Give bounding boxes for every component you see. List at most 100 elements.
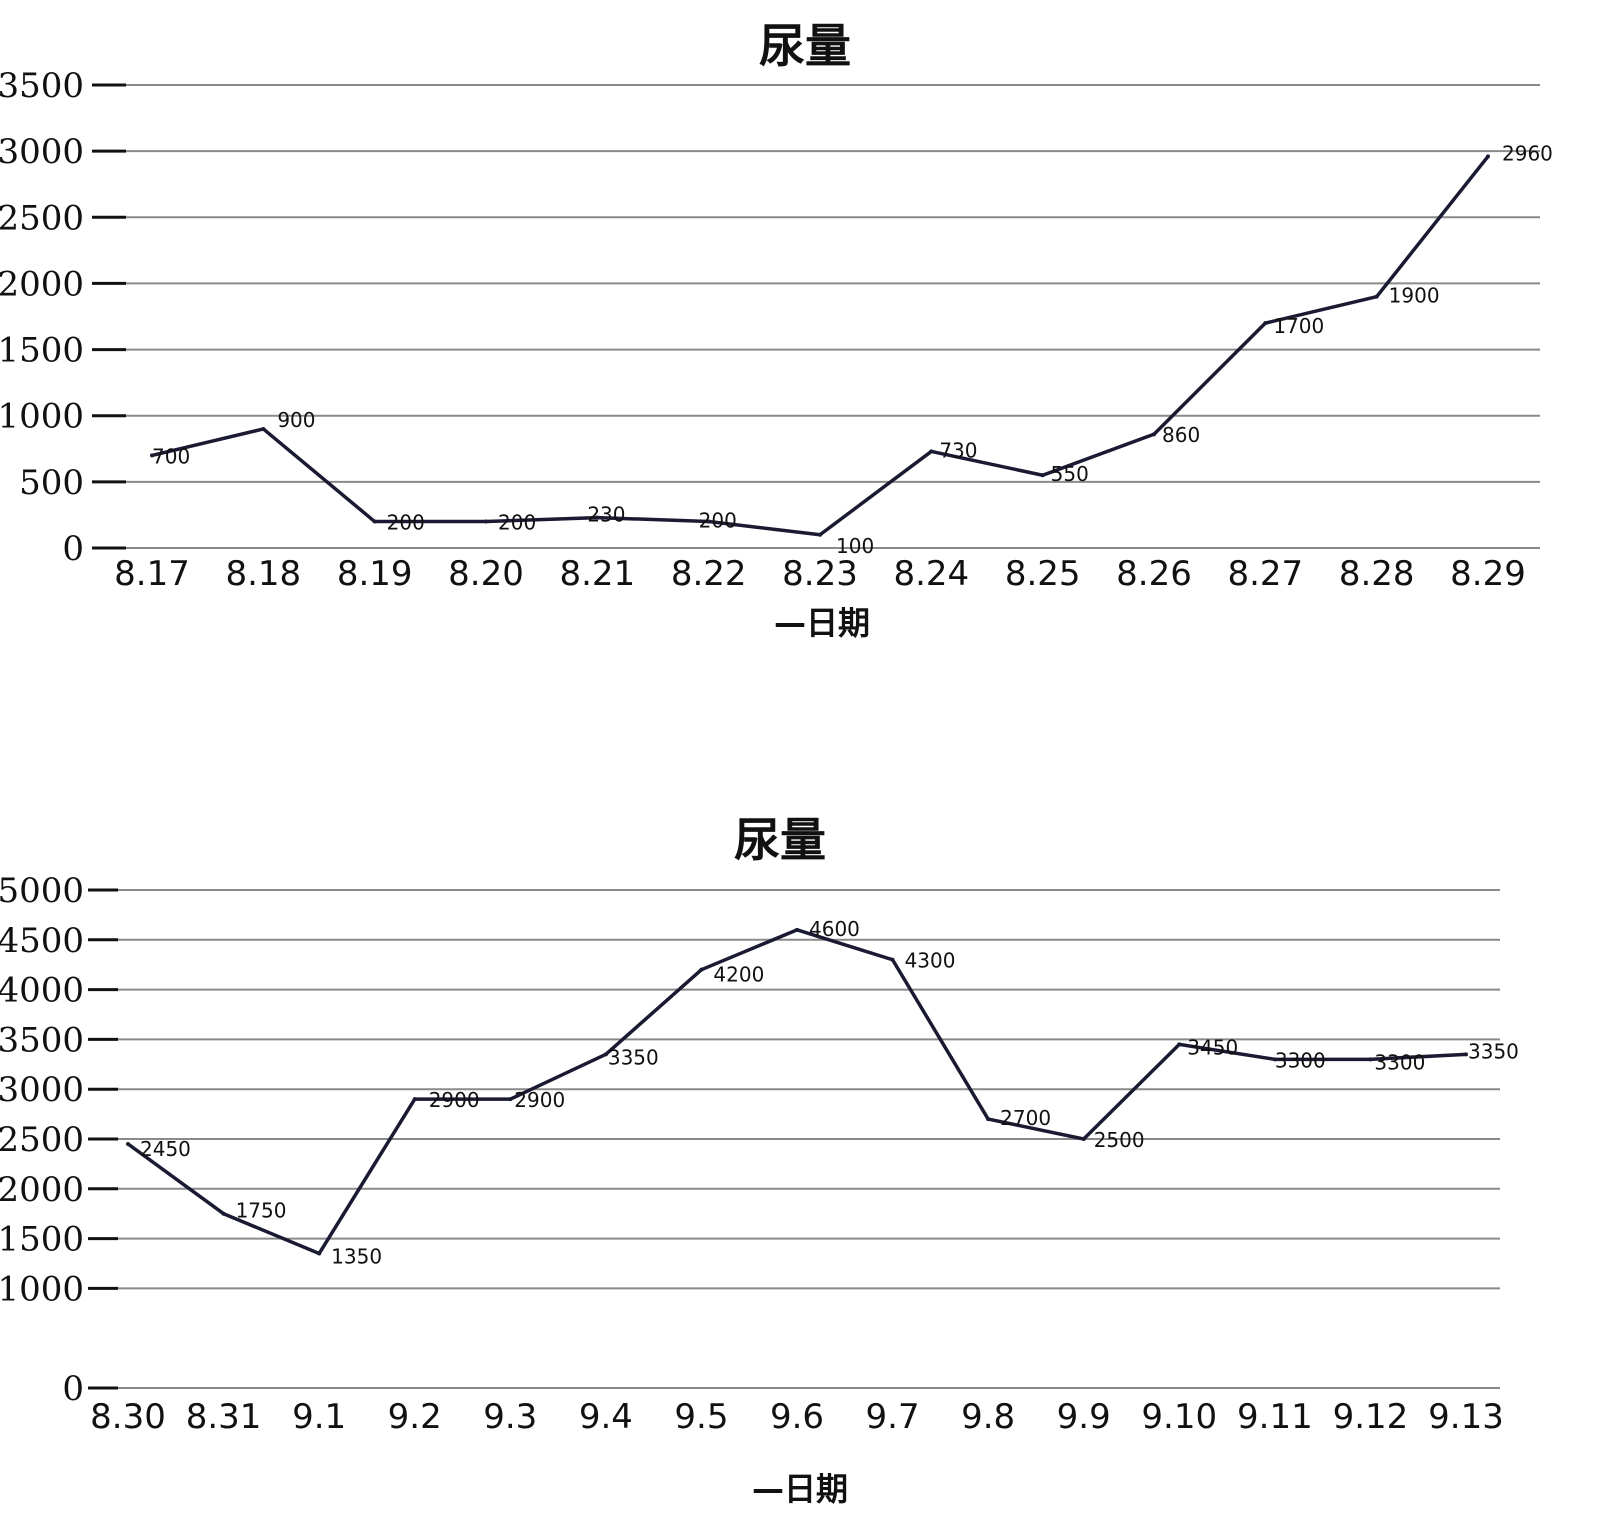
data-label: 200 [387,511,425,535]
x-tick-label: 8.23 [782,554,858,594]
data-point [1177,1042,1182,1047]
data-point [699,967,704,972]
data-label: 2900 [429,1088,480,1112]
x-axis: 8.30 8.31 9.1 9.2 9.3 9.4 9.5 9.6 9.7 9.8 9.9 9.10 9… [90,1397,1504,1437]
data-label: 1900 [1389,284,1440,308]
x-tick-label: 8.17 [114,554,190,594]
data-labels: 700 900 200 200 230 200 100 730 550 860 1700 1900 29… [152,141,1553,557]
x-tick-label: 8.31 [186,1397,262,1437]
data-label: 230 [587,503,625,527]
data-label: 200 [699,509,737,533]
x-tick-label: 8.19 [337,554,413,594]
y-tick-label: 1500 [0,331,84,371]
data-label: 1350 [331,1245,382,1269]
data-point [372,519,377,524]
data-point [1374,294,1379,299]
data-label: 860 [1162,423,1200,447]
urine-volume-chart-1: 尿量 0 500 1000 1500 2000 2500 3000 3500 8.17 8.18… [0,19,1553,642]
data-label: 2450 [140,1137,191,1161]
data-point [890,957,895,962]
y-tick-label: 2000 [0,1170,84,1210]
data-point [1081,1137,1086,1141]
x-axis-label: —日期 [752,1470,848,1508]
data-label: 100 [836,534,874,558]
x-tick-label: 9.8 [961,1397,1015,1437]
y-tick-label: 1500 [0,1220,84,1260]
y-axis: 0 500 1000 1500 2000 2500 3000 3500 [0,66,126,569]
data-point [1368,1057,1373,1062]
x-axis: 8.17 8.18 8.19 8.20 8.21 8.22 8.23 8.24 8.25 8.26… [114,554,1526,594]
x-tick-label: 9.3 [483,1397,537,1437]
data-label: 3450 [1187,1035,1238,1059]
data-point [1464,1052,1468,1057]
data-point [1152,432,1156,437]
x-tick-label: 8.21 [559,554,635,594]
grid-layer [88,889,1500,1389]
data-point [595,515,600,520]
x-tick-label: 9.2 [388,1397,442,1437]
y-tick-label: 500 [19,463,84,503]
y-tick-label: 5000 [0,871,84,911]
x-tick-label: 9.7 [866,1397,920,1437]
x-tick-label: 8.29 [1450,554,1526,594]
data-point [317,1251,322,1256]
x-tick-label: 9.6 [770,1397,824,1437]
data-label: 2960 [1502,141,1553,165]
x-tick-label: 9.10 [1141,1397,1217,1437]
series-line [126,928,1467,1256]
urine-volume-chart-2: 尿量 0 1000 1500 2000 2500 3000 3500 4000 4500 5000… [0,813,1519,1508]
x-tick-label: 9.4 [579,1397,633,1437]
x-tick-label: 9.5 [674,1397,728,1437]
data-label: 3350 [608,1045,659,1069]
x-tick-label: 8.27 [1227,554,1303,594]
x-tick-label: 8.20 [448,554,524,594]
y-tick-label: 2500 [0,198,84,238]
y-tick-label: 4500 [0,921,84,961]
x-tick-label: 8.18 [225,554,301,594]
data-label: 2900 [514,1088,565,1112]
data-label: 2700 [1000,1106,1051,1130]
data-point [1040,473,1045,478]
x-tick-label: 8.30 [90,1397,166,1437]
data-label: 1700 [1273,314,1324,338]
y-tick-label: 3000 [0,1070,84,1110]
data-point [412,1097,417,1102]
data-labels: 2450 1750 1350 2900 2900 3350 4200 4600 4300 2700… [140,917,1519,1269]
data-label: 3300 [1374,1050,1425,1074]
data-point [221,1211,226,1216]
y-tick-label: 0 [62,529,84,569]
x-tick-label: 9.12 [1333,1397,1409,1437]
data-point [508,1097,513,1102]
data-point [929,449,934,454]
data-point [261,426,266,431]
data-point [818,532,822,537]
y-tick-label: 2500 [0,1120,84,1160]
data-point [484,519,488,524]
x-tick-label: 9.9 [1057,1397,1111,1437]
series-line [151,155,1490,537]
data-label: 4600 [809,917,860,941]
data-point [1486,154,1490,159]
x-tick-label: 8.24 [893,554,969,594]
data-label: 200 [498,511,536,535]
y-tick-label: 0 [62,1369,84,1409]
data-label: 730 [939,438,977,462]
data-point [150,453,154,458]
y-tick-label: 4000 [0,971,84,1011]
data-label: 550 [1051,462,1089,486]
data-label: 3300 [1275,1048,1326,1072]
x-tick-label: 8.26 [1116,554,1192,594]
series-layer [150,154,1490,537]
data-point [603,1052,608,1057]
chart-title: 尿量 [734,813,826,867]
x-tick-label: 8.28 [1339,554,1415,594]
grid-layer [92,84,1540,549]
chart-title: 尿量 [759,19,851,73]
data-point [1272,1057,1277,1062]
y-tick-label: 3500 [0,1020,84,1060]
data-label: 700 [152,444,190,468]
data-point [986,1117,991,1122]
data-label: 900 [277,408,315,432]
data-label: 2500 [1094,1128,1145,1152]
data-label: 4200 [713,963,764,987]
